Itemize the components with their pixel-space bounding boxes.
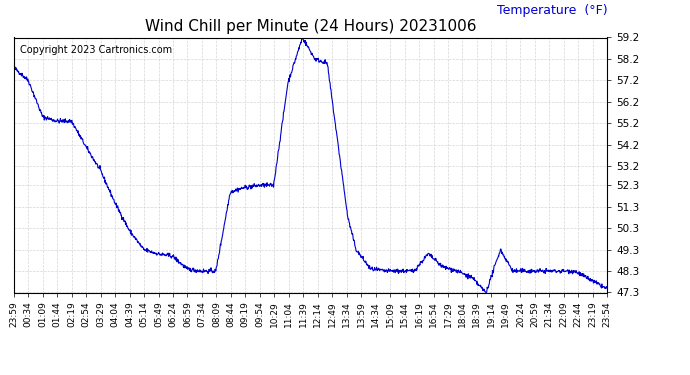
Text: Copyright 2023 Cartronics.com: Copyright 2023 Cartronics.com bbox=[20, 45, 172, 55]
Title: Wind Chill per Minute (24 Hours) 20231006: Wind Chill per Minute (24 Hours) 2023100… bbox=[145, 18, 476, 33]
Text: Temperature  (°F): Temperature (°F) bbox=[497, 4, 607, 17]
